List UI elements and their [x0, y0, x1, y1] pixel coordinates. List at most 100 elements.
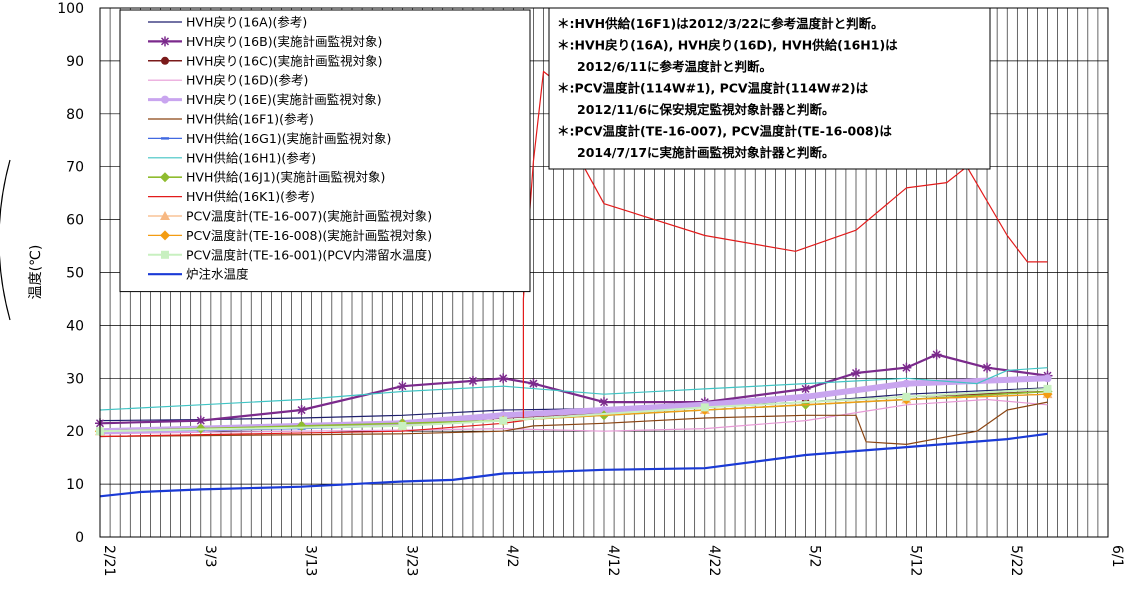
- legend-label: 炉注水温度: [186, 267, 249, 282]
- data-point: [528, 378, 539, 389]
- data-point: [982, 362, 993, 373]
- x-tick-label: 3/13: [303, 545, 319, 576]
- series-line: [99, 387, 1048, 422]
- y-tick-label: 10: [66, 477, 84, 493]
- x-tick-label: 3/23: [403, 545, 419, 576]
- legend-swatch-marker: [160, 172, 170, 183]
- legend-label: PCV温度計(TE-16-007)(実施計画監視対象): [186, 209, 432, 224]
- series-13: [99, 432, 1048, 498]
- series-0: [99, 387, 1048, 422]
- x-axis-ticks: 2/21 3/3 3/13 3/23 4/2 4/12 4/22 5/2 5/12 5/22 6/1: [101, 545, 1125, 576]
- note-line: ＊:PCV温度計(114W#1), PCV温度計(114W#2)は: [557, 81, 869, 96]
- legend-swatch-marker: [160, 230, 170, 241]
- legend-swatch-marker: [161, 250, 169, 259]
- data-point: [1043, 384, 1052, 393]
- note-line: ＊:HVH供給(16F1)は2012/3/22に参考温度計と判断。: [557, 16, 884, 31]
- y-tick-label: 70: [66, 160, 84, 176]
- series-3: [99, 398, 1048, 435]
- legend-item: 炉注水温度: [148, 267, 249, 282]
- legend-label: HVH供給(16J1)(実施計画監視対象): [186, 170, 385, 185]
- legend-item: PCV温度計(TE-16-007)(実施計画監視対象): [148, 209, 432, 224]
- legend-label: HVH戻り(16D)(参考): [186, 73, 308, 88]
- legend-label: PCV温度計(TE-16-008)(実施計画監視対象): [186, 228, 432, 243]
- legend-swatch-marker: [160, 36, 170, 47]
- legend-item: HVH供給(16K1)(参考): [148, 189, 315, 204]
- legend: HVH戻り(16A)(参考) HVH戻り(16B)(実施計画監視対象) HVH戻り(…: [119, 9, 531, 293]
- legend-item: HVH供給(16H1)(参考): [148, 150, 316, 165]
- legend-label: HVH供給(16K1)(参考): [186, 189, 315, 204]
- y-axis-ticks: 0 10 20 30 40 50 60 70 80 90 100: [57, 1, 84, 546]
- data-point: [467, 375, 478, 386]
- note-line: 2012/11/6に保安規定監視対象計器と判断。: [577, 102, 835, 117]
- note-line: 2012/6/11に参考温度計と判断。: [577, 59, 772, 74]
- data-point: [1043, 374, 1052, 383]
- legend-label: HVH戻り(16E)(実施計画監視対象): [186, 92, 382, 107]
- data-point: [902, 392, 911, 401]
- y-tick-label: 80: [66, 107, 84, 123]
- data-point: [901, 362, 912, 373]
- series-line: [99, 367, 1048, 411]
- legend-item: HVH戻り(16C)(実施計画監視対象): [148, 53, 383, 68]
- data-point: [931, 349, 942, 360]
- y-tick-label: 50: [66, 266, 84, 282]
- notes-frame: [548, 7, 991, 170]
- y-tick-label: 0: [75, 530, 84, 546]
- y-tick-label: 30: [66, 371, 84, 387]
- legend-item: PCV温度計(TE-16-008)(実施計画監視対象): [148, 228, 432, 243]
- legend-label: HVH供給(16F1)(参考): [186, 112, 314, 127]
- data-point: [397, 381, 408, 392]
- data-point: [398, 421, 407, 430]
- x-tick-label: 5/12: [907, 545, 923, 576]
- legend-item: HVH戻り(16D)(参考): [148, 73, 308, 88]
- data-point: [801, 392, 810, 401]
- legend-item: PCV温度計(TE-16-001)(PCV内滞留水温度): [148, 247, 432, 262]
- series-line: [99, 432, 1048, 498]
- legend-item: HVH戻り(16A)(参考): [148, 15, 307, 30]
- x-tick-label: 6/1: [1109, 545, 1125, 568]
- note-line: ＊:PCV温度計(TE-16-007), PCV温度計(TE-16-008)は: [557, 124, 892, 139]
- y-axis-label: 温度(℃): [28, 245, 44, 300]
- x-tick-label: 5/22: [1008, 545, 1024, 576]
- legend-swatch-marker: [160, 211, 170, 220]
- legend-item: HVH供給(16J1)(実施計画監視対象): [148, 170, 385, 185]
- note-line: ＊:HVH戻り(16A), HVH戻り(16D), HVH供給(16H1)は: [557, 38, 898, 53]
- legend-swatch-marker: [161, 56, 169, 65]
- series-line: [99, 387, 1048, 433]
- x-tick-label: 4/12: [605, 545, 621, 576]
- decorative-arc: [0, 159, 11, 321]
- y-tick-label: 20: [66, 424, 84, 440]
- x-tick-label: 3/3: [202, 545, 218, 568]
- series-5: [99, 401, 1048, 445]
- y-tick-label: 90: [66, 54, 84, 70]
- legend-label: HVH供給(16G1)(実施計画監視対象): [186, 131, 391, 146]
- notes-box: ＊:HVH供給(16F1)は2012/3/22に参考温度計と判断。 ＊:HVH戻り…: [548, 7, 991, 170]
- note-line: 2014/7/17に実施計画監視対象計器と判断。: [577, 145, 835, 160]
- series-line: [99, 401, 1048, 445]
- x-tick-label: 4/22: [706, 545, 722, 576]
- data-point: [600, 406, 608, 415]
- x-tick-label: 5/2: [807, 545, 823, 568]
- data-point: [296, 405, 307, 416]
- data-point: [800, 383, 811, 394]
- data-point: [902, 379, 911, 388]
- data-point: [851, 368, 861, 379]
- legend-label: HVH戻り(16B)(実施計画監視対象): [186, 34, 382, 49]
- x-tick-label: 4/2: [504, 545, 520, 568]
- series-layer: [95, 70, 1053, 498]
- data-point: [195, 415, 206, 426]
- data-point: [599, 397, 609, 408]
- legend-item: HVH戻り(16B)(実施計画監視対象): [148, 34, 382, 49]
- legend-label: HVH供給(16H1)(参考): [186, 150, 316, 165]
- legend-swatch-marker: [161, 95, 169, 104]
- series-line: [99, 398, 1048, 435]
- legend-label: HVH戻り(16C)(実施計画監視対象): [186, 53, 383, 68]
- legend-item: HVH戻り(16E)(実施計画監視対象): [148, 92, 382, 107]
- legend-item: HVH供給(16G1)(実施計画監視対象): [148, 131, 391, 146]
- legend-label: HVH戻り(16A)(参考): [186, 15, 307, 30]
- data-point: [700, 403, 709, 412]
- y-tick-label: 100: [57, 1, 84, 17]
- series-7: [99, 367, 1048, 411]
- x-tick-label: 2/21: [101, 545, 117, 576]
- data-point: [499, 416, 508, 425]
